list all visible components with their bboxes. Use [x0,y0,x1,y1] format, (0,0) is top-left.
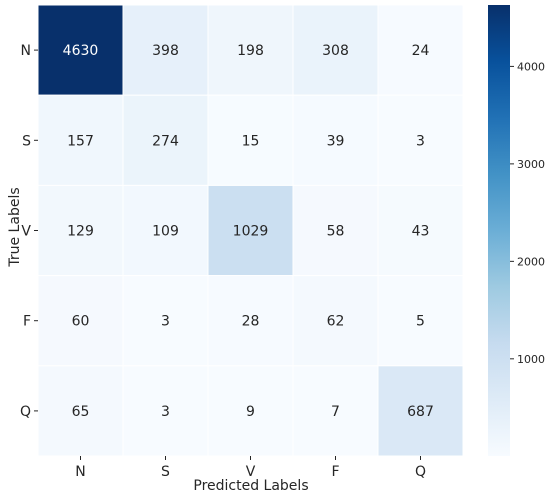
heatmap-cell [377,275,464,367]
y-tick-label: Q [20,404,31,420]
heatmap-cells [37,4,464,457]
y-tick-label: S [22,133,31,149]
cell-value-label: 398 [152,43,179,59]
x-tick-label: V [246,464,256,480]
heatmap-cell [292,275,379,367]
heatmap-cell [122,184,209,277]
colorbar-gradient [488,5,510,456]
cell-value-label: 308 [322,43,349,59]
heatmap-cell [207,94,294,186]
cell-value-label: 129 [67,224,94,240]
cell-value-label: 4630 [63,43,99,59]
cell-value-label: 5 [416,314,425,330]
colorbar-ticks: 1000 2000 3000 4000 [510,60,545,366]
y-tick-label: F [23,314,31,330]
heatmap-cell [207,275,294,367]
cell-value-label: 109 [152,224,179,240]
heatmap-cell [292,184,379,277]
heatmap-cell [37,94,124,186]
heatmap-cell [377,365,464,457]
cell-value-label: 3 [161,314,170,330]
heatmap-cell [292,4,379,96]
colorbar-tick-label: 2000 [517,255,545,268]
heatmap-cell [37,365,124,457]
cell-value-label: 24 [412,43,430,59]
x-axis-label: Predicted Labels [193,478,308,494]
colorbar-tick-label: 1000 [517,353,545,366]
colorbar-tick-label: 3000 [517,158,545,171]
heatmap-cell [122,275,209,367]
y-axis-ticks: N S V F Q [20,43,38,420]
cell-value-label: 65 [72,404,90,420]
heatmap-cell [377,94,464,186]
cell-value-label: 687 [407,404,434,420]
x-tick-label: Q [415,464,426,480]
y-tick-label: V [21,224,31,240]
cell-value-label: 43 [412,224,430,240]
x-tick-label: N [75,464,85,480]
cell-value-label: 28 [242,314,260,330]
cell-value-label: 7 [331,404,340,420]
cell-value-label: 3 [416,133,425,149]
colorbar [488,5,510,456]
cell-value-label: 62 [327,314,345,330]
cell-value-label: 1029 [233,224,269,240]
cell-value-label: 157 [67,133,94,149]
heatmap-cell [122,4,209,96]
colorbar-tick-label: 4000 [517,60,545,73]
heatmap-cell [122,365,209,457]
y-tick-label: N [21,43,31,59]
y-axis-label: True Labels [7,187,23,267]
heatmap-cell [377,184,464,277]
cell-value-label: 60 [72,314,90,330]
heatmap-cell [37,4,124,96]
cell-value-label: 58 [327,224,345,240]
cell-value-label: 15 [242,133,260,149]
x-tick-label: F [331,464,339,480]
cell-value-label: 3 [161,404,170,420]
cell-value-label: 39 [327,133,345,149]
cell-value-label: 198 [237,43,264,59]
x-tick-label: S [161,464,170,480]
heatmap-cell [207,184,294,277]
heatmap-cell [207,365,294,457]
cell-value-label: 9 [246,404,255,420]
heatmap-cell [207,4,294,96]
heatmap-cell [377,4,464,96]
cell-value-label: 274 [152,133,179,149]
